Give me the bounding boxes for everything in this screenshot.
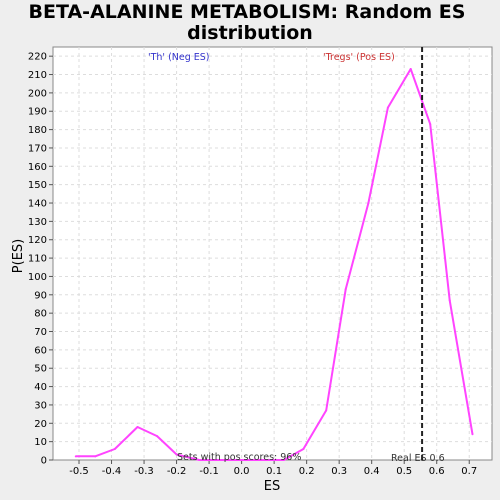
x-tick-label: 0.3: [331, 466, 347, 477]
x-tick-label: -0.4: [102, 466, 122, 477]
y-tick-label: 100: [28, 272, 47, 283]
data-point: [217, 459, 220, 461]
x-tick-label: 0.0: [234, 466, 250, 477]
series-layer: [74, 47, 474, 461]
y-tick-label: 210: [28, 70, 47, 81]
y-tick-label: 200: [28, 88, 47, 99]
data-point: [94, 455, 97, 458]
data-point: [448, 299, 451, 302]
pos-scores-note: Sets with pos scores: 96%: [177, 452, 301, 463]
y-axis-label: P(ES): [11, 239, 26, 273]
es-distribution-line: [75, 68, 474, 461]
y-tick-label: 140: [28, 199, 47, 210]
y-tick-label: 150: [28, 180, 47, 191]
y-tick-label: 120: [28, 235, 47, 246]
x-tick-label: 0.1: [266, 466, 282, 477]
real-es-note: Real ES 0.6: [391, 453, 445, 464]
data-point: [386, 106, 389, 109]
data-point: [282, 459, 285, 461]
y-tick-label: 30: [34, 400, 47, 411]
x-tick-label: 0.7: [461, 466, 477, 477]
x-tick-label: 0.4: [364, 466, 380, 477]
x-tick-label: 0.5: [396, 466, 412, 477]
x-tick-label: -0.2: [167, 466, 187, 477]
y-tick-label: 220: [28, 52, 47, 63]
data-point: [325, 409, 328, 412]
data-point: [429, 123, 432, 126]
y-tick-label: 170: [28, 143, 47, 154]
x-tick-label: -0.3: [134, 466, 154, 477]
axes: 0 10 20 30 40 50 60 70 80 90 100 110 120 130 140 150 160…: [28, 52, 477, 477]
y-tick-label: 60: [34, 345, 47, 356]
data-point: [136, 425, 139, 428]
data-point: [156, 435, 159, 438]
chart-title-line2: distribution: [187, 22, 313, 44]
data-point: [409, 68, 412, 71]
data-point: [198, 459, 201, 461]
x-tick-label: -0.1: [199, 466, 219, 477]
y-tick-label: 160: [28, 162, 47, 173]
y-tick-label: 20: [34, 419, 47, 430]
y-tick-label: 190: [28, 107, 47, 118]
neg-es-label: 'Th' (Neg ES): [148, 52, 210, 63]
x-tick-label: 0.2: [299, 466, 315, 477]
pos-es-label: 'Tregs' (Pos ES): [323, 52, 395, 63]
grid-lines: [53, 47, 492, 460]
data-point: [471, 433, 474, 436]
y-tick-label: 0: [41, 456, 47, 467]
y-tick-label: 90: [34, 290, 47, 301]
data-point: [113, 447, 116, 450]
data-point: [175, 453, 178, 456]
y-tick-label: 110: [28, 254, 47, 265]
y-tick-label: 80: [34, 309, 47, 320]
x-tick-label: -0.5: [69, 466, 89, 477]
data-point: [74, 455, 77, 458]
data-point: [263, 459, 266, 461]
plot-area: [52, 46, 493, 461]
data-point: [302, 447, 305, 450]
x-axis-label: ES: [264, 479, 280, 494]
y-tick-label: 70: [34, 327, 47, 338]
y-tick-label: 10: [34, 437, 47, 448]
data-point: [240, 459, 243, 461]
chart-title-line1: BETA-ALANINE METABOLISM: Random ES: [29, 1, 466, 23]
y-tick-label: 50: [34, 364, 47, 375]
y-tick-label: 40: [34, 382, 47, 393]
y-tick-label: 180: [28, 125, 47, 136]
data-point: [367, 202, 370, 205]
data-point: [344, 288, 347, 291]
y-tick-label: 130: [28, 217, 47, 228]
x-tick-label: 0.6: [429, 466, 445, 477]
